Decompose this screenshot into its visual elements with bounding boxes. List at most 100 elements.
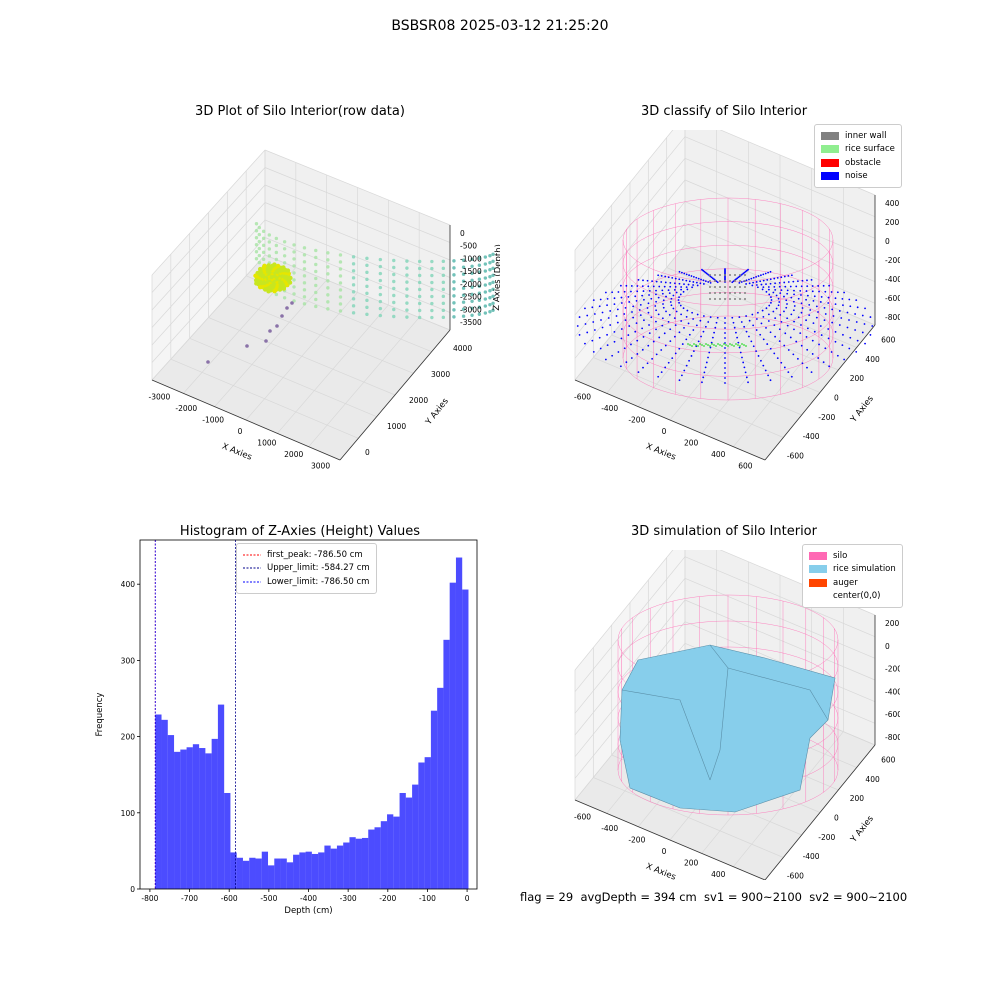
figure-title: BSBSR08 2025-03-12 21:25:20 [391,18,609,34]
z-tick-label: -200 [885,665,900,674]
point [254,236,259,240]
noise-point [805,298,807,301]
noise-point [741,356,743,359]
point [254,281,259,286]
noise-point [786,303,788,305]
histogram-bar [217,704,225,889]
noise-point [755,350,758,352]
noise-point [776,277,779,279]
point [488,282,492,286]
noise-point [663,285,666,288]
noise-point [869,334,872,336]
noise-point [591,306,594,309]
noise-point [738,346,741,349]
y-tick-label: -600 [787,871,804,880]
noise-point [613,331,616,333]
noise-point [667,361,670,364]
point [326,300,330,304]
point [441,280,446,285]
noise-point [691,311,694,314]
inner-wall-point [744,286,746,288]
noise-point [752,281,755,284]
noise-point [765,290,768,293]
noise-point [607,317,610,319]
noise-point [632,305,635,308]
point [488,254,492,258]
noise-point [783,366,786,369]
point [405,294,409,298]
point [261,236,266,241]
x-tick-label: -300 [340,894,357,903]
noise-point [701,268,703,271]
noise-point [762,286,765,289]
point [302,274,307,278]
point [477,298,482,302]
noise-point [800,311,803,314]
point [254,250,259,254]
inner-wall-point [719,292,721,294]
noise-point [769,347,772,350]
point [477,263,482,267]
point [292,271,296,275]
noise-point [655,353,658,356]
point [261,250,266,255]
noise-point [709,316,712,319]
point [326,258,330,262]
noise-point [828,284,831,287]
noise-point [822,284,825,287]
noise-point [761,309,764,312]
noise-point [662,306,665,309]
inner-wall-point [724,298,726,300]
point [338,267,343,271]
grid-line [666,267,857,348]
noise-point [842,304,844,307]
noise-point [617,291,620,293]
point [441,308,446,313]
noise-point [651,357,654,360]
noise-point [770,299,773,301]
noise-point [606,344,609,347]
point [365,263,369,268]
inner-wall-point [709,292,711,294]
noise-point [795,285,798,288]
noise-point [871,325,874,327]
point [491,266,495,270]
noise-point [636,339,639,342]
noise-point [647,285,650,288]
noise-point [702,279,705,282]
noise-point [675,310,678,313]
noise-point [661,289,664,292]
noise-point [678,347,681,350]
noise-point [759,280,762,283]
noise-point [799,289,802,292]
point [253,278,259,283]
panel4-legend: silo rice simulation auger center(0,0) [802,544,903,608]
inner-wall-point [734,292,736,294]
noise-point [701,381,703,384]
noise-point [695,324,698,327]
noise-point [755,281,758,283]
y-axis-line [764,744,876,880]
point [483,262,488,266]
noise-point [710,276,713,279]
noise-point [815,305,818,308]
noise-point [815,316,818,319]
noise-point [834,340,837,343]
point [257,260,262,265]
noise-point [817,285,820,287]
noise-point [642,290,645,292]
noise-point [767,271,770,274]
grid-line [574,130,674,251]
histogram-bar [261,851,269,889]
noise-point [811,285,814,287]
rice-surface-point [695,344,697,346]
noise-point [619,284,622,287]
inner-wall-point [719,280,721,282]
point [365,312,369,317]
noise-point [755,318,758,320]
noise-point [724,357,726,359]
point [430,315,434,320]
noise-point [779,313,782,316]
noise-point [823,319,826,322]
noise-point [747,381,749,384]
